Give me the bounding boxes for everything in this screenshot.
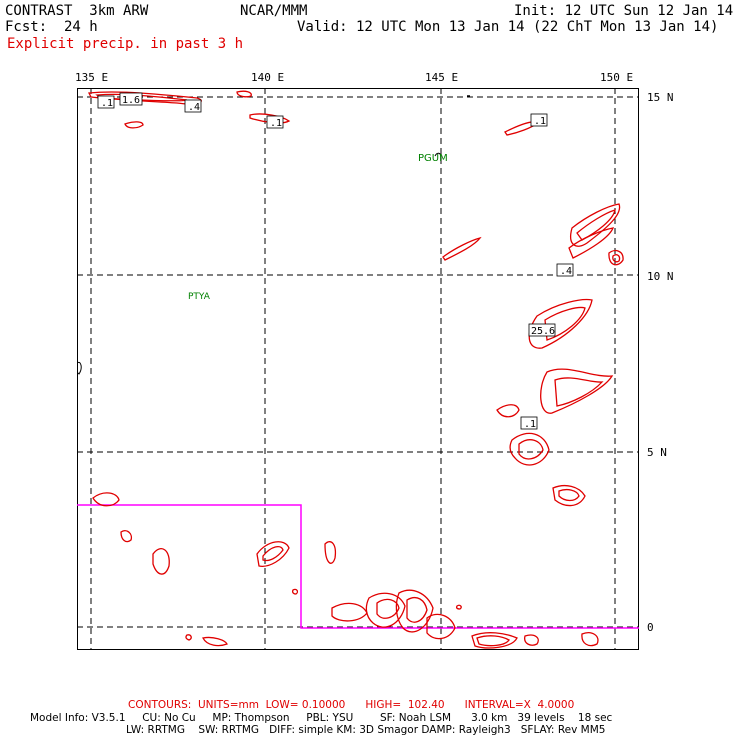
contour-label: .1 xyxy=(101,98,113,109)
contour-label: .1 xyxy=(524,419,536,430)
contour-shape xyxy=(365,592,406,628)
contour-shape xyxy=(471,632,518,649)
precip-contours xyxy=(87,90,624,649)
domain-boundary xyxy=(77,504,639,629)
contour-shape xyxy=(496,404,520,418)
contour-shape xyxy=(544,306,586,341)
island-outline xyxy=(77,361,82,375)
contour-shape xyxy=(540,368,614,414)
contour-label-box xyxy=(266,115,284,129)
contour-label-box xyxy=(520,416,538,430)
contour-label: .4 xyxy=(560,266,572,277)
map-frame xyxy=(77,88,639,650)
contour-shape xyxy=(256,541,290,567)
contour-shape xyxy=(518,439,544,460)
contour-shape xyxy=(395,589,434,633)
model-info: Model Info: V3.5.1 CU: No Cu MP: Thompso… xyxy=(30,712,613,724)
model-info-physics: LW: RRTMG SW: RRTMG DIFF: simple KM: 3D … xyxy=(126,724,606,736)
forecast-hour: 24 h xyxy=(64,19,98,35)
contour-shape xyxy=(185,634,192,641)
contour-label-box xyxy=(119,92,143,106)
contour-label-box xyxy=(184,99,202,113)
model-title: CONTRAST 3km ARW xyxy=(5,3,149,19)
lon-label-135: 135 E xyxy=(75,71,109,84)
lat-label-0: 0 xyxy=(647,621,654,634)
contour-shape xyxy=(552,485,586,507)
station-label-ptya: PTYA xyxy=(188,292,211,302)
contour-label: 1.6 xyxy=(122,95,140,106)
contour-label-box xyxy=(97,95,115,109)
contour-label: .1 xyxy=(534,116,546,127)
forecast-label: Fcst: xyxy=(5,19,48,35)
contour-shape xyxy=(291,588,299,595)
contour-shape xyxy=(455,604,462,610)
lon-label-145: 145 E xyxy=(425,71,459,84)
contour-shape xyxy=(509,432,550,466)
lon-label-150: 150 E xyxy=(600,71,634,84)
contour-label: .1 xyxy=(270,118,282,129)
lat-label-10n: 10 N xyxy=(647,270,674,283)
contour-shape xyxy=(376,598,400,619)
contour-shape xyxy=(124,121,144,129)
valid-time: Valid: 12 UTC Mon 13 Jan 14 (22 ChT Mon … xyxy=(297,19,719,35)
contour-shape xyxy=(262,545,284,562)
contour-shape xyxy=(568,227,615,259)
contour-shape xyxy=(324,541,337,564)
init-time: Init: 12 UTC Sun 12 Jan 14 xyxy=(514,3,734,19)
contour-label: 25.6 xyxy=(531,326,555,337)
contour-shape xyxy=(249,113,291,124)
contour-shape xyxy=(426,613,456,640)
contour-label-box xyxy=(528,323,556,337)
contour-shape xyxy=(236,90,252,98)
station-label-pgum: PGUM xyxy=(418,153,448,164)
contour-label-layer: .1 1.6 .4 .1 .1 .4 25.6 .1 xyxy=(97,92,574,430)
lon-label-140: 140 E xyxy=(251,71,285,84)
contour-shape xyxy=(612,254,621,263)
contour-shape xyxy=(476,635,510,647)
contour-label-box xyxy=(556,263,574,277)
contour-shape xyxy=(120,530,133,543)
contour-shape xyxy=(554,377,604,407)
contour-shape xyxy=(406,596,428,623)
contour-shape xyxy=(442,236,482,261)
island-outline xyxy=(434,152,442,159)
contour-label-box xyxy=(530,113,548,127)
contour-shape xyxy=(524,634,539,646)
center-title: NCAR/MMM xyxy=(240,3,308,19)
graticule xyxy=(77,88,639,650)
lat-label-15n: 15 N xyxy=(647,91,674,104)
contour-shape xyxy=(608,249,624,266)
contour-label: .4 xyxy=(188,102,200,113)
field-title: Explicit precip. in past 3 h xyxy=(7,36,244,52)
contour-shape xyxy=(528,298,593,349)
lat-label-5n: 5 N xyxy=(647,446,667,459)
contour-shape xyxy=(202,636,228,647)
contours-info: CONTOURS: UNITS=mm LOW= 0.10000 HIGH= 10… xyxy=(128,699,575,711)
precip-map: .1 1.6 .4 .1 .1 .4 25.6 .1 PGUM PTYA xyxy=(77,88,639,650)
contour-shape xyxy=(558,489,580,502)
contour-shape xyxy=(152,548,170,575)
contour-shape xyxy=(92,492,120,507)
contour-shape xyxy=(581,632,599,647)
